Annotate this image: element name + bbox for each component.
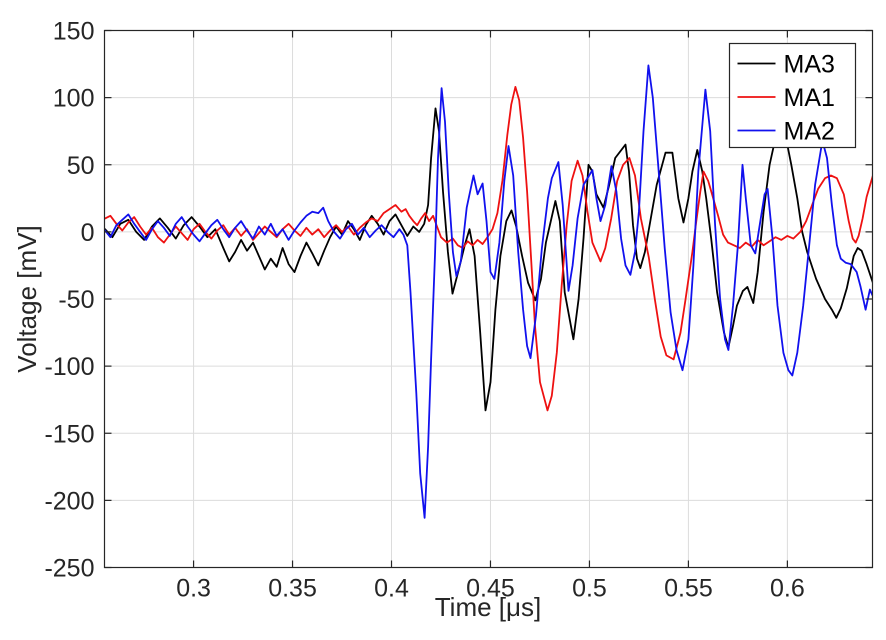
x-tick-label: 0.5: [572, 575, 607, 603]
legend-label: MA3: [784, 51, 835, 79]
y-tick-label: 150: [53, 18, 95, 46]
legend-box: [728, 42, 857, 149]
tick-marks: [104, 29, 873, 569]
y-tick-label: -250: [44, 555, 94, 583]
legend: MA3 MA1 MA2: [728, 42, 857, 149]
legend-item-ma1: MA1: [737, 84, 835, 112]
x-tick-label: 0.55: [664, 575, 713, 603]
legend-item-ma2: MA2: [737, 118, 835, 146]
grid: [104, 30, 873, 568]
legend-label: MA2: [784, 118, 835, 146]
y-tick-label: 50: [67, 152, 95, 180]
y-tick-label: -150: [44, 420, 94, 448]
y-axis-label: Voltage [mV]: [12, 225, 42, 373]
series-line-ma3: [104, 107, 873, 412]
series-line-ma1: [104, 86, 873, 412]
y-tick-label: -50: [58, 286, 94, 314]
y-tick-label: 0: [81, 219, 95, 247]
y-tick-label: 100: [53, 85, 95, 113]
x-axis-label: Time [μs]: [434, 592, 542, 622]
y-tick-label: -100: [44, 353, 94, 381]
tick-labels: 0.3 0.35 0.4 0.45 0.5 0.55 0.6 -250 -200 -150 -100…: [44, 18, 804, 603]
x-tick-label: 0.35: [268, 575, 317, 603]
x-tick-label: 0.3: [176, 575, 211, 603]
legend-item-ma3: MA3: [737, 51, 835, 79]
series-group: [104, 64, 873, 519]
x-tick-label: 0.45: [466, 575, 515, 603]
x-tick-label: 0.4: [374, 575, 409, 603]
y-tick-label: -200: [44, 487, 94, 515]
x-tick-label: 0.6: [770, 575, 805, 603]
legend-label: MA1: [784, 84, 835, 112]
series-line-ma2: [104, 64, 873, 519]
